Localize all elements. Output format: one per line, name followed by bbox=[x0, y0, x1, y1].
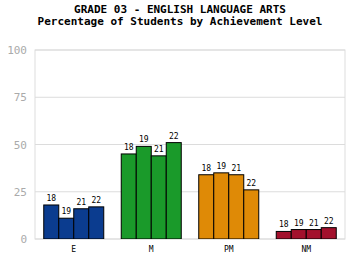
bar bbox=[136, 146, 151, 239]
y-tick-label: 100 bbox=[7, 44, 27, 57]
bar bbox=[166, 143, 181, 239]
bar bbox=[291, 230, 306, 239]
bar bbox=[59, 218, 74, 239]
bar-label: 18 bbox=[46, 194, 56, 203]
bar bbox=[276, 231, 291, 239]
chart-svg: GRADE 03 - ENGLISH LANGUAGE ARTSPercenta… bbox=[0, 0, 360, 260]
bar-label: 18 bbox=[279, 220, 289, 229]
grid-line bbox=[35, 50, 345, 51]
y-tick-label: 0 bbox=[20, 233, 27, 246]
y-tick-label: 25 bbox=[14, 186, 27, 199]
bar-label: 22 bbox=[169, 132, 179, 141]
bar bbox=[199, 175, 214, 239]
bar-label: 19 bbox=[61, 207, 71, 216]
bar-label: 18 bbox=[201, 164, 211, 173]
bar-label: 19 bbox=[216, 162, 226, 171]
y-tick-label: 50 bbox=[14, 139, 27, 152]
x-tick-label: PM bbox=[224, 245, 234, 254]
x-tick-label: M bbox=[149, 245, 154, 254]
bar bbox=[74, 209, 89, 239]
bar bbox=[44, 205, 59, 239]
chart-root: GRADE 03 - ENGLISH LANGUAGE ARTSPercenta… bbox=[0, 0, 360, 260]
bar-label: 22 bbox=[246, 179, 256, 188]
bar-label: 21 bbox=[309, 219, 319, 228]
grid-line bbox=[35, 144, 345, 145]
bars bbox=[44, 143, 337, 239]
grid-line bbox=[35, 97, 345, 98]
bar bbox=[321, 228, 336, 239]
bar bbox=[306, 230, 321, 239]
bar-label: 21 bbox=[76, 198, 86, 207]
bar bbox=[244, 190, 259, 239]
bar-label: 22 bbox=[324, 217, 334, 226]
bar bbox=[89, 207, 104, 239]
bar-label: 19 bbox=[294, 219, 304, 228]
bar-label: 21 bbox=[154, 145, 164, 154]
bar bbox=[121, 154, 136, 239]
bar-label: 21 bbox=[231, 164, 241, 173]
bar bbox=[229, 175, 244, 239]
subtitle: Percentage of Students by Achievement Le… bbox=[38, 15, 323, 28]
bar bbox=[214, 173, 229, 239]
x-tick-label: NM bbox=[301, 245, 311, 254]
grid-line bbox=[35, 191, 345, 192]
y-tick-label: 75 bbox=[14, 91, 27, 104]
bar-label: 22 bbox=[91, 196, 101, 205]
x-tick-label: E bbox=[71, 245, 76, 254]
plot-area bbox=[35, 50, 345, 239]
bar-label: 18 bbox=[124, 143, 134, 152]
bar bbox=[151, 156, 166, 239]
bar-label: 19 bbox=[139, 135, 149, 144]
